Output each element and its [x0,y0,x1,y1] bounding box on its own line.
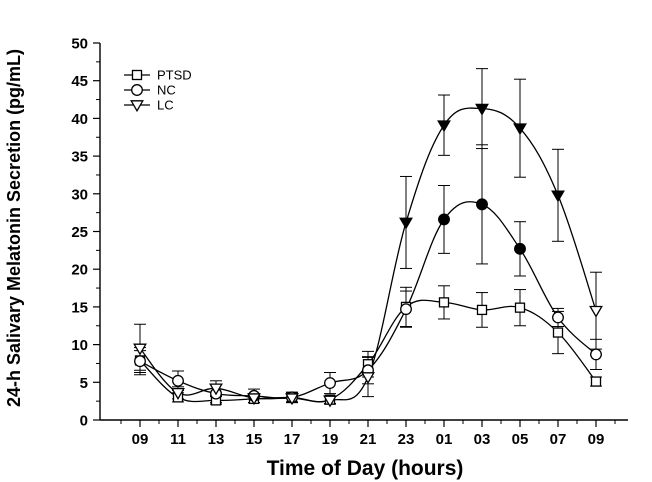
legend-marker-nc [131,84,143,96]
y-tick-label: 10 [71,337,88,354]
x-tick-label: 05 [512,431,529,448]
y-tick-label: 30 [71,186,88,203]
marker-lc [247,393,261,406]
y-tick-label: 35 [71,149,88,166]
error-bars [134,68,602,405]
legend-label-nc: NC [157,83,176,98]
marker-lc [209,383,223,396]
marker-lc [171,388,185,400]
marker-nc [324,377,336,390]
marker-lc [513,123,527,136]
x-tick-label: 11 [170,431,186,448]
x-tick-label: 03 [474,431,491,448]
marker-nc [438,213,450,226]
x-tick-label: 21 [360,431,377,448]
marker-lc [399,217,413,230]
x-tick-label: 13 [208,431,225,448]
marker-lc [589,305,603,318]
y-tick-label: 25 [71,224,88,241]
marker-lc [323,395,337,408]
y-tick-label: 20 [71,262,88,279]
x-tick-label: 15 [246,431,263,448]
marker-nc [514,242,526,255]
x-tick-label: 09 [132,431,149,448]
x-tick-label: 01 [436,431,453,448]
marker-nc [134,355,146,368]
marker-ptsd [476,304,488,316]
x-tick-label: 09 [588,431,605,448]
marker-nc [552,311,564,324]
marker-nc [172,374,184,387]
x-tick-label: 23 [398,431,415,448]
legend-marker-ptsd [131,69,143,81]
marker-ptsd [552,327,564,338]
x-tick-label: 19 [322,431,339,448]
marker-ptsd [514,302,526,313]
legend-label-lc: LC [157,98,174,113]
marker-lc [551,190,565,203]
marker-nc [400,303,412,316]
y-tick-label: 50 [71,36,88,53]
y-tick-label: 15 [71,299,88,316]
series-line-lc [139,107,597,403]
marker-lc [133,343,147,356]
y-tick-label: 5 [80,375,88,392]
data-markers [133,103,603,408]
x-tick-label: 17 [284,431,301,448]
marker-nc [590,348,602,361]
legend-marker-lc [130,100,144,113]
y-tick-label: 45 [71,73,88,90]
marker-nc [476,198,488,211]
legend-label-ptsd: PTSD [157,68,192,83]
marker-lc [285,393,299,406]
marker-lc [437,120,451,133]
marker-ptsd [438,297,450,308]
y-tick-label: 0 [80,413,88,430]
x-tick-label: 07 [550,431,567,448]
y-axis-title: 24-h Salivary Melatonin Secretion (pg/mL… [4,49,24,407]
y-tick-label: 40 [71,111,88,128]
marker-lc [475,103,489,116]
x-axis-title: Time of Day (hours) [267,457,464,480]
marker-ptsd [590,376,602,387]
marker-lc [361,372,375,385]
